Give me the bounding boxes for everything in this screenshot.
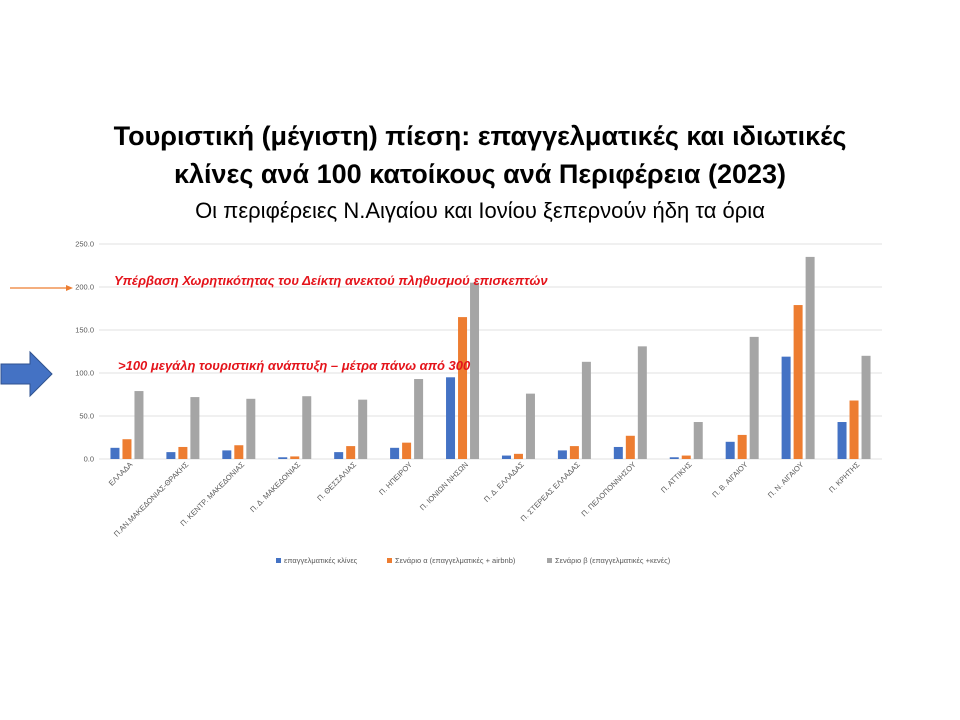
bar xyxy=(693,422,703,459)
x-tick-label: Π. ΚΕΝΤΡ. ΜΑΚΕΔΟΝΙΑΣ xyxy=(178,460,246,528)
bar xyxy=(737,434,747,459)
development-annotation: >100 μεγάλη τουριστική ανάπτυξη – μέτρα … xyxy=(118,358,471,373)
bar xyxy=(234,445,244,459)
bar xyxy=(446,377,456,459)
bar xyxy=(402,442,412,459)
x-tick-label: Π. ΘΕΣΣΑΛΙΑΣ xyxy=(315,460,358,503)
bar xyxy=(358,399,368,459)
bar xyxy=(222,450,232,459)
bar xyxy=(346,446,356,459)
x-tick-label: Π. ΑΤΤΙΚΗΣ xyxy=(659,460,694,495)
bar xyxy=(501,455,511,459)
legend-label: επαγγελματικές κλίνες xyxy=(284,556,358,565)
y-tick-label: 200.0 xyxy=(75,283,94,292)
bar xyxy=(637,346,647,459)
bar xyxy=(334,452,344,459)
bar xyxy=(278,457,288,459)
y-tick-label: 50.0 xyxy=(79,412,94,421)
x-tick-label: Π. Ν. ΑΙΓΑΙΟΥ xyxy=(766,460,806,500)
bar xyxy=(681,455,691,459)
legend-label: Σενάριο β (επαγγελματικές +κενές) xyxy=(555,556,671,565)
bar xyxy=(861,355,871,459)
development-arrow-icon xyxy=(0,350,53,398)
bar xyxy=(246,398,256,459)
bar xyxy=(166,452,176,459)
y-tick-label: 250.0 xyxy=(75,240,94,249)
x-tick-label: Π. ΚΡΗΤΗΣ xyxy=(827,460,862,495)
y-tick-label: 150.0 xyxy=(75,326,94,335)
bar xyxy=(122,439,132,459)
x-tick-label: Π. Β. ΑΙΓΑΙΟΥ xyxy=(710,460,749,499)
x-tick-label: Π. ΣΤΕΡΕΑΣ ΕΛΛΑΔΑΣ xyxy=(519,460,582,523)
bar xyxy=(134,391,144,459)
bar xyxy=(414,379,424,459)
legend-swatch xyxy=(276,558,281,563)
bar xyxy=(837,422,847,459)
bar xyxy=(513,453,523,459)
chart-title-line-1: Τουριστική (μέγιστη) πίεση: επαγγελματικ… xyxy=(113,121,847,151)
bar xyxy=(793,305,803,459)
bar xyxy=(669,457,679,459)
bar xyxy=(302,396,312,459)
chart-title-line-2: κλίνες ανά 100 κατοίκους ανά Περιφέρεια … xyxy=(173,159,787,189)
bar xyxy=(805,256,815,459)
x-tick-label: ΕΛΛΑΔΑ xyxy=(107,460,135,488)
x-tick-label: Π. Δ. ΜΑΚΕΔΟΝΙΑΣ xyxy=(248,460,302,514)
capacity-annotation: Υπέρβαση Χωρητικότητας του Δείκτη ανεκτο… xyxy=(114,273,548,288)
bar xyxy=(725,441,735,459)
x-tick-label: Π. ΠΕΛΟΠΟΝΝΗΣΟΥ xyxy=(579,460,637,518)
bar xyxy=(525,393,535,459)
bar xyxy=(625,435,635,459)
bar xyxy=(110,447,120,459)
bar xyxy=(178,446,188,459)
bar xyxy=(849,400,859,459)
bar xyxy=(749,336,759,459)
bar xyxy=(569,446,579,459)
x-tick-label: Π. Δ. ΕΛΛΑΔΑΣ xyxy=(482,460,526,504)
bar xyxy=(781,356,791,459)
y-tick-label: 0.0 xyxy=(84,455,94,464)
bar xyxy=(613,446,623,459)
chart-subtitle: Οι περιφέρειες Ν.Αιγαίου και Ιονίου ξεπε… xyxy=(195,198,765,223)
legend-label: Σενάριο α (επαγγελματικές + airbnb) xyxy=(395,556,516,565)
bar xyxy=(470,282,480,459)
legend-swatch xyxy=(547,558,552,563)
bar xyxy=(557,450,567,459)
legend-swatch xyxy=(387,558,392,563)
x-tick-label: Π. ΗΠΕΙΡΟΥ xyxy=(377,460,414,497)
bar xyxy=(458,317,468,459)
bar xyxy=(290,456,300,459)
x-tick-label: Π. ΙΟΝΙΩΝ ΝΗΣΩΝ xyxy=(418,460,470,512)
y-tick-label: 100.0 xyxy=(75,369,94,378)
bar xyxy=(581,361,591,459)
bar xyxy=(390,447,400,459)
capacity-arrow-icon xyxy=(10,285,73,291)
bar xyxy=(190,397,200,459)
